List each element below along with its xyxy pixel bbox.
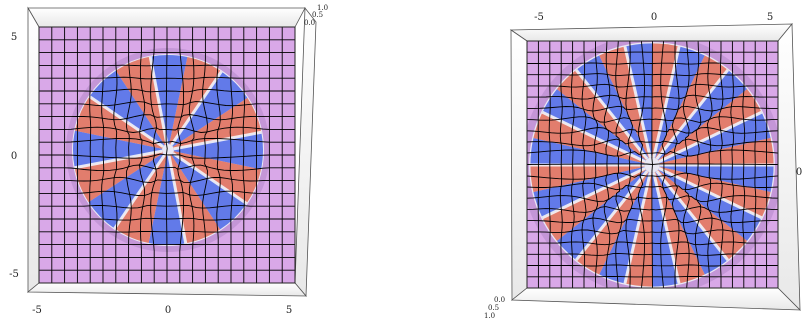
- x-tick-label: -5: [32, 305, 42, 316]
- petal-ridge: [575, 68, 649, 160]
- y-tick-label: 0: [796, 167, 802, 178]
- petal-ridge: [74, 149, 163, 170]
- petal-warm: [74, 96, 164, 149]
- petal-cool: [542, 89, 646, 162]
- y-axis-left: 5 0 -5: [9, 32, 19, 280]
- petal-warm: [658, 89, 762, 162]
- petal-warm: [556, 69, 648, 161]
- petal-warm: [169, 56, 222, 146]
- x-axis-left: -5 0 5: [32, 305, 292, 316]
- mesh-line: [527, 195, 778, 202]
- mesh-line: [229, 27, 233, 283]
- y-tick-label: 0: [11, 151, 17, 162]
- z-tick-label: 0.5: [312, 11, 323, 19]
- petal-ridge: [655, 170, 729, 262]
- petal-ridge: [170, 70, 223, 146]
- x-tick-label: 0: [651, 12, 657, 23]
- mesh-line: [202, 27, 209, 283]
- petal-warm: [114, 154, 167, 244]
- z-axis-left: 1.0 0.5 0.0: [304, 4, 328, 27]
- mesh-line: [216, 27, 221, 283]
- mesh-line: [39, 230, 295, 233]
- mesh-line: [718, 41, 724, 288]
- petal-warm: [576, 171, 649, 275]
- z-tick-label: 0.0: [494, 296, 505, 304]
- mesh-line: [527, 163, 778, 165]
- petal-cool: [533, 166, 646, 218]
- y-tick-label: 5: [11, 32, 17, 43]
- mesh-line: [527, 241, 778, 246]
- petal-warm: [599, 46, 651, 159]
- mesh-line: [527, 229, 778, 235]
- petal-ridge: [652, 46, 681, 158]
- petal-warm: [533, 112, 646, 164]
- x-tick-label: -5: [534, 12, 544, 23]
- petal-cool: [148, 155, 186, 245]
- petal-cool: [88, 153, 165, 229]
- y-tick-label: -5: [9, 269, 19, 280]
- petal-ridge: [167, 155, 188, 244]
- mesh-line: [527, 182, 778, 191]
- mesh-line: [177, 27, 185, 283]
- mesh-grid-left: [39, 27, 295, 283]
- petal-cool: [556, 169, 648, 261]
- x-tick-label: 5: [767, 12, 773, 23]
- mesh-line: [39, 217, 295, 221]
- mesh-line: [39, 176, 295, 184]
- mesh-line: [527, 217, 778, 224]
- mesh-line: [682, 41, 690, 288]
- petal-ridge: [113, 154, 166, 230]
- mesh-line: [39, 204, 295, 209]
- mesh-line: [742, 41, 746, 288]
- mesh-line: [39, 153, 295, 159]
- mesh-line: [754, 41, 757, 288]
- petal-ridge: [623, 46, 652, 158]
- plot-right: -5 0 5 0 1.0 0.5 0.0: [484, 12, 802, 320]
- z-tick-label: 0.0: [304, 19, 315, 27]
- mesh-line: [694, 41, 702, 288]
- mesh-line: [706, 41, 713, 288]
- petal-ridge: [655, 68, 729, 160]
- petal-warm: [656, 169, 748, 261]
- mesh-line: [671, 41, 680, 288]
- mesh-grid-right: [527, 41, 778, 288]
- mesh-line: [39, 190, 295, 197]
- bounding-box-left: [26, 6, 317, 298]
- mesh-line: [39, 164, 295, 172]
- mesh-line: [188, 27, 195, 283]
- x-axis-right: -5 0 5: [534, 12, 773, 23]
- x-tick-label: 5: [286, 305, 292, 316]
- mesh-line: [527, 264, 778, 267]
- z-tick-label: 1.0: [484, 312, 495, 320]
- plot-left: -5 0 5 5 0 -5 1.0 0.5 0.0: [9, 4, 328, 316]
- z-axis-right: 1.0 0.5 0.0: [484, 296, 505, 320]
- petal-cool: [530, 137, 645, 165]
- petal-warm: [659, 137, 774, 165]
- petal-ridge: [623, 172, 652, 284]
- petal-cool: [656, 69, 748, 161]
- petal-ridge: [575, 170, 649, 262]
- z-tick-label: 1.0: [317, 4, 328, 12]
- mesh-line: [242, 27, 245, 283]
- x-tick-label: 0: [165, 305, 171, 316]
- mesh-line: [660, 41, 668, 288]
- y-axis-right: 0: [796, 167, 802, 178]
- petal-ridge: [652, 172, 681, 284]
- petal-cool: [150, 54, 188, 145]
- petal-cool: [171, 153, 247, 230]
- mesh-line: [527, 206, 778, 213]
- surface-petals-right: [527, 41, 778, 288]
- z-tick-label: 0.5: [488, 304, 499, 312]
- mesh-line: [730, 41, 734, 288]
- mesh-line: [527, 172, 778, 180]
- bounding-box-right: [509, 22, 802, 311]
- petal-cool: [599, 171, 651, 284]
- petal-cool: [655, 171, 728, 275]
- petal-cool: [171, 71, 248, 147]
- mesh-line: [527, 252, 778, 256]
- petal-cool: [89, 70, 165, 147]
